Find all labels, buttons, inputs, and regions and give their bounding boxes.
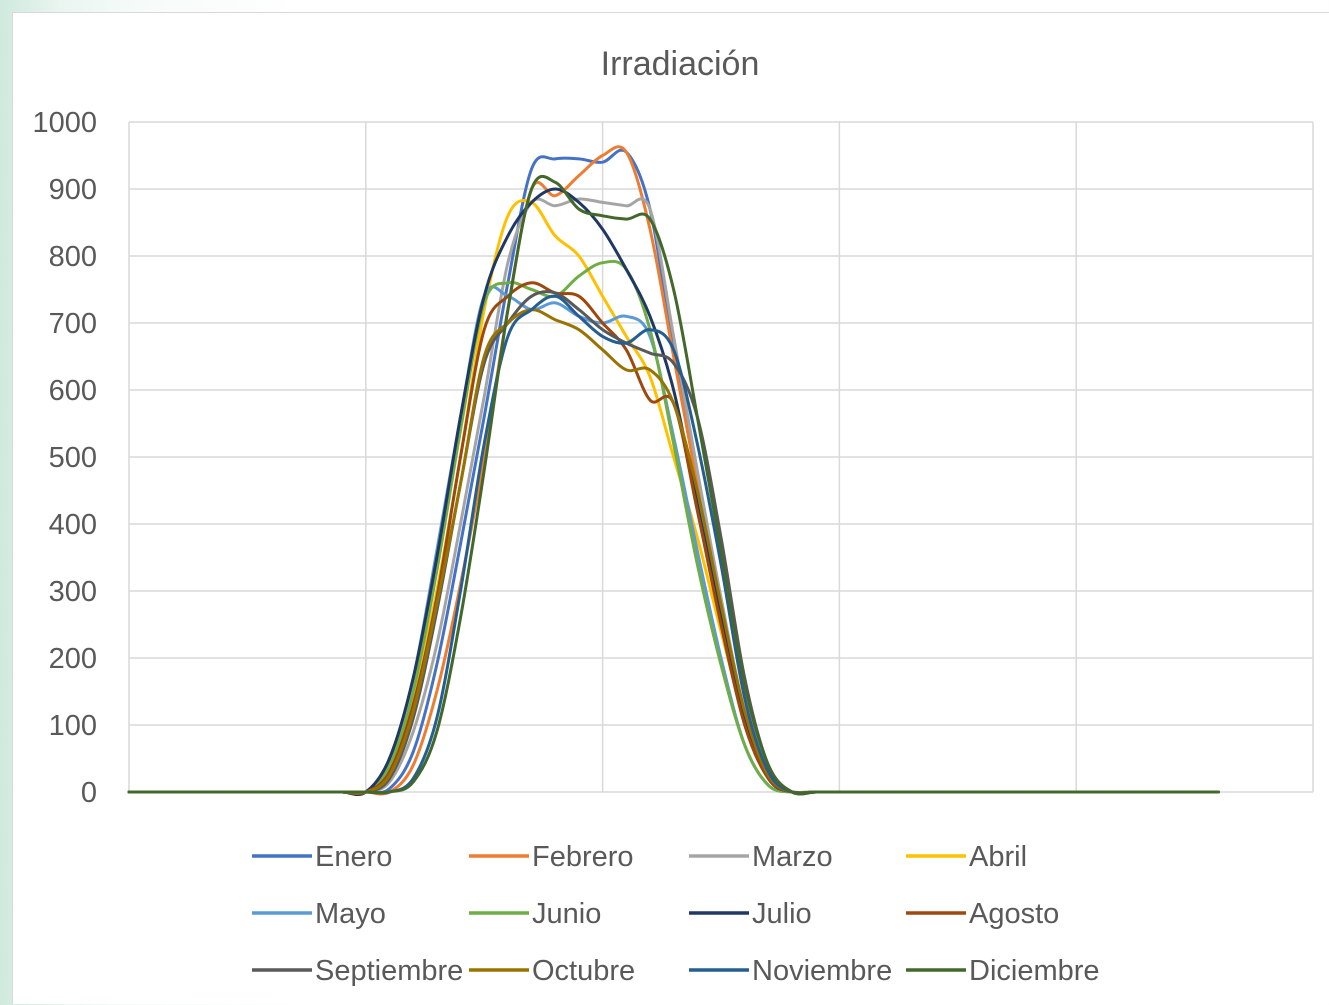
legend-label: Enero [315,841,392,873]
legend-label: Agosto [969,898,1059,930]
y-tick-label: 200 [49,643,97,675]
y-tick-label: 100 [49,710,97,742]
legend-label: Julio [752,898,812,930]
legend-label: Marzo [752,841,833,873]
legend-label: Octubre [532,955,635,987]
y-tick-label: 400 [49,509,97,541]
chart-title: Irradiación [601,45,760,83]
legend-item-febrero: Febrero [469,841,634,873]
legend-item-noviembre: Noviembre [689,955,892,987]
series-line-enero [127,148,1220,795]
irradiation-line-chart: Irradiación 0 100 200 300 400 500 600 700 800 900… [32,45,1314,987]
y-tick-label: 1000 [32,107,97,139]
y-tick-label: 800 [49,241,97,273]
legend-item-septiembre: Septiembre [252,955,463,987]
series-line-febrero [127,145,1220,796]
legend-item-marzo: Marzo [689,841,833,873]
series-line-noviembre [127,294,1220,795]
legend-label: Noviembre [752,955,892,987]
legend-item-diciembre: Diciembre [906,955,1100,987]
series-lines [127,145,1220,796]
series-line-julio [127,187,1220,796]
series-line-octubre [127,308,1220,795]
legend-label: Abril [969,841,1027,873]
legend-item-junio: Junio [469,898,601,930]
y-tick-label: 700 [49,308,97,340]
y-tick-label: 900 [49,174,97,206]
legend-label: Febrero [532,841,634,873]
y-tick-label: 500 [49,442,97,474]
y-tick-label: 300 [49,576,97,608]
legend-item-mayo: Mayo [252,898,386,930]
gridlines [128,121,1314,793]
legend-item-agosto: Agosto [906,898,1059,930]
legend-label: Mayo [315,898,386,930]
legend-label: Junio [532,898,601,930]
chart-panel: Irradiación 0 100 200 300 400 500 600 700 800 900… [12,12,1329,1004]
legend: Enero Febrero Marzo Abril Mayo Junio Julio Agos… [252,841,1100,987]
legend-label: Septiembre [315,955,463,987]
legend-item-octubre: Octubre [469,955,635,987]
series-line-septiembre [127,290,1220,796]
legend-item-enero: Enero [252,841,392,873]
y-tick-label: 0 [81,777,97,809]
y-axis-tick-labels: 0 100 200 300 400 500 600 700 800 900 1000 [32,107,97,809]
legend-item-julio: Julio [689,898,812,930]
y-tick-label: 600 [49,375,97,407]
series-line-diciembre [127,174,1220,796]
legend-item-abril: Abril [906,841,1027,873]
legend-label: Diciembre [969,955,1100,987]
